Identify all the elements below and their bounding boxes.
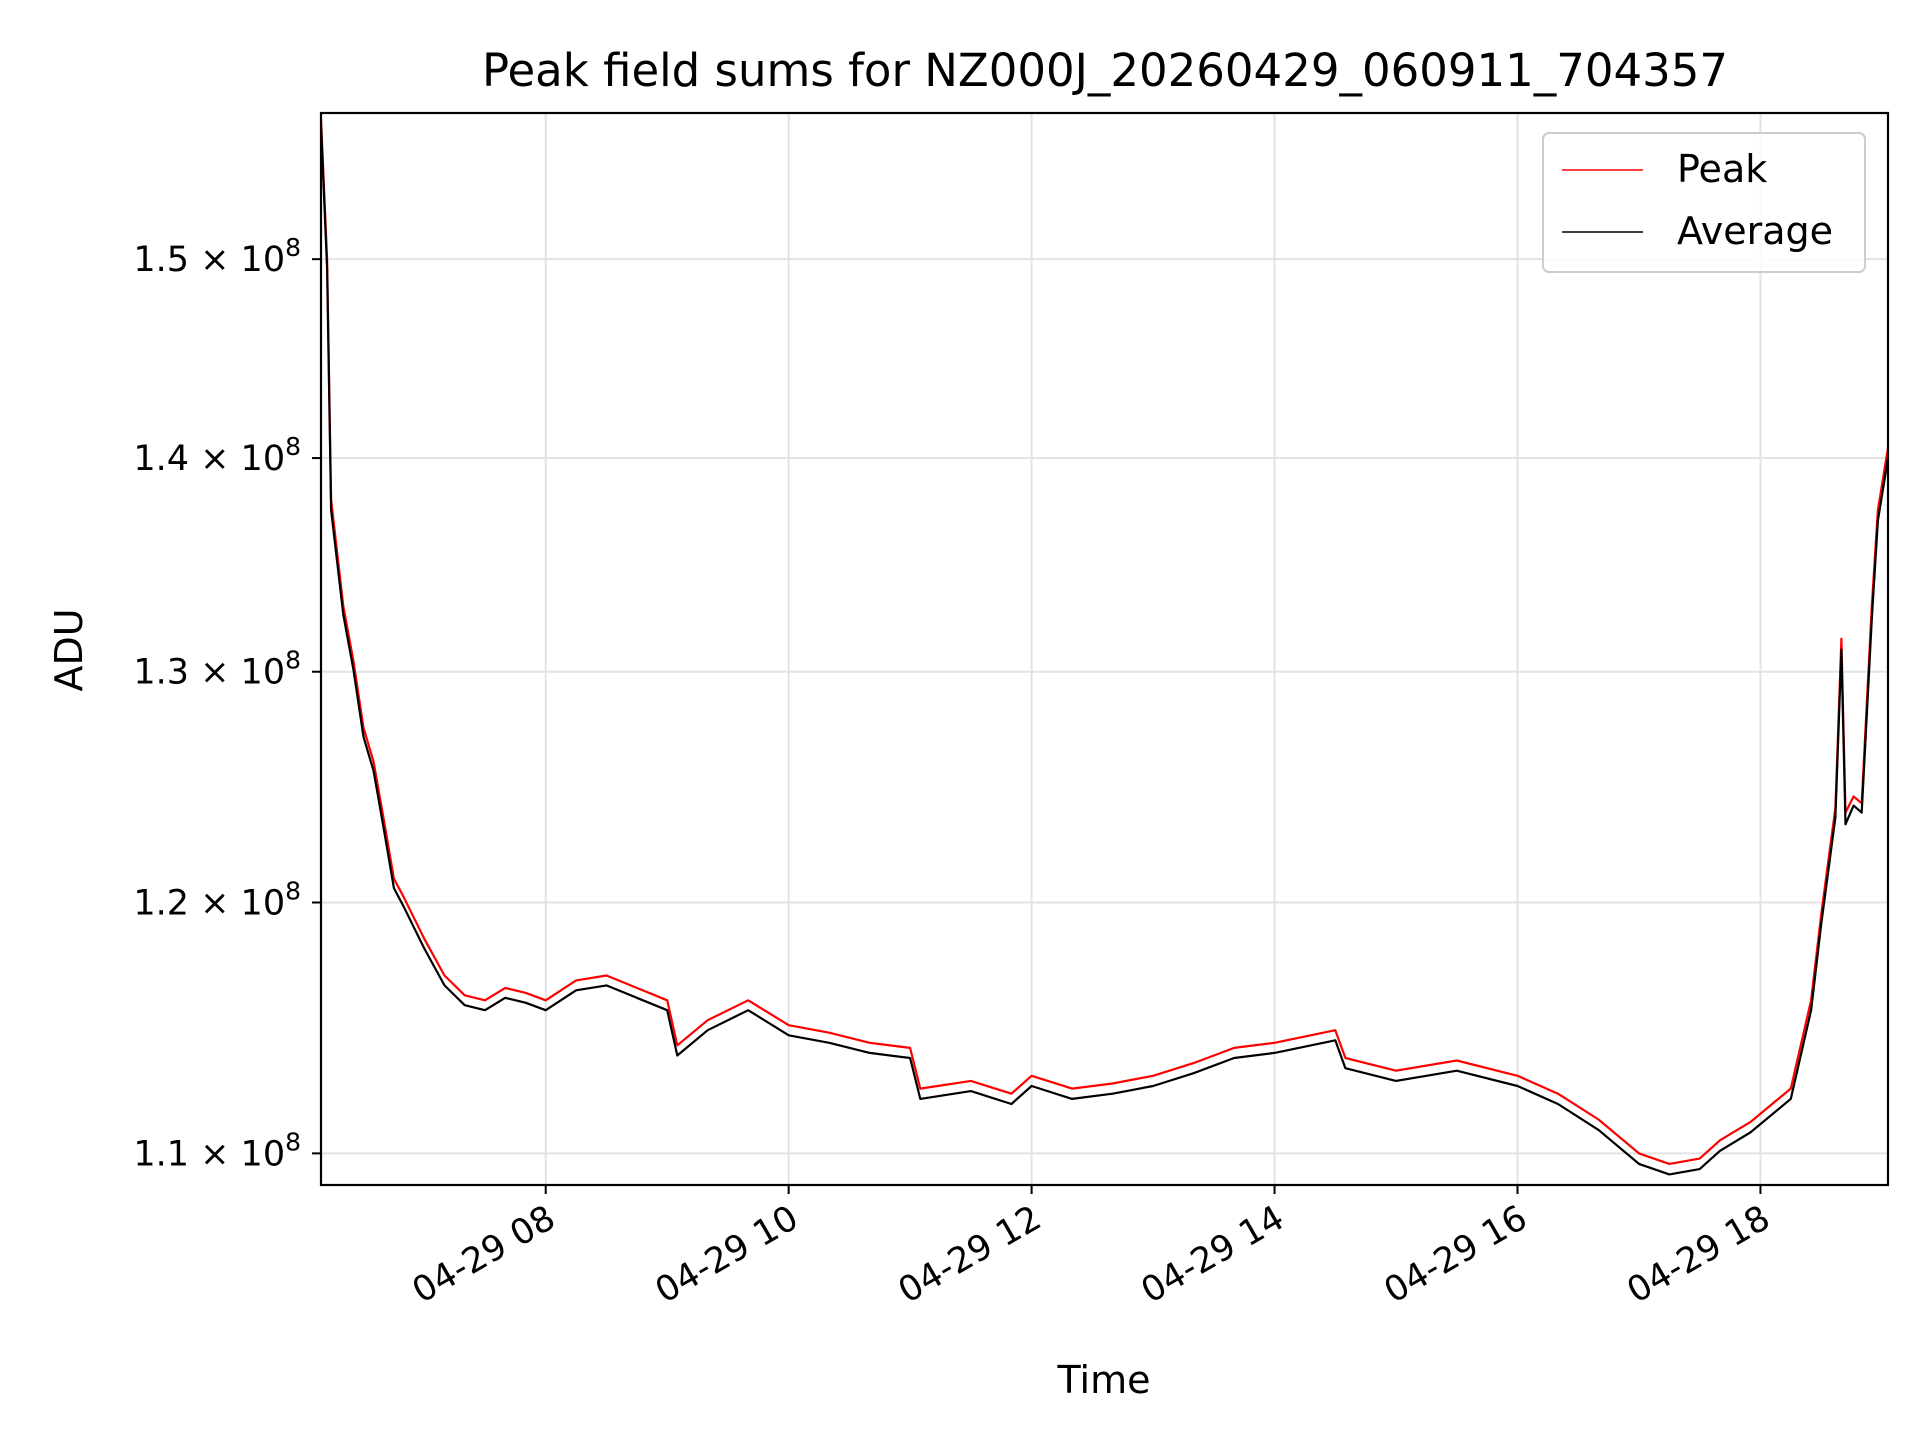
x-axis-title: Time xyxy=(1057,1358,1151,1402)
y-tick-label: 1.3 × 108 xyxy=(133,646,301,693)
series-line-peak xyxy=(321,118,1888,1165)
y-tick-label: 1.1 × 108 xyxy=(133,1127,301,1174)
series-layer xyxy=(321,118,1888,1176)
grid xyxy=(321,113,1888,1185)
y-tick-label: 1.2 × 108 xyxy=(133,877,301,924)
y-tick-label: 1.5 × 108 xyxy=(133,233,301,280)
series-line-average xyxy=(321,123,1888,1176)
chart-title: Peak field sums for NZ000J_20260429_0609… xyxy=(482,44,1728,97)
y-axis-title: ADU xyxy=(47,608,91,691)
y-tick-label: 1.4 × 108 xyxy=(133,432,301,479)
plot-area-frame xyxy=(319,111,1890,1187)
legend-label-average: Average xyxy=(1677,209,1833,253)
y-axis-ticks: 1.1 × 108 1.2 × 108 1.3 × 108 1.4 × 108 1.5 … xyxy=(133,233,321,1174)
legend-box xyxy=(1542,132,1866,273)
legend: Peak Average xyxy=(1542,132,1866,273)
legend-label-peak: Peak xyxy=(1677,147,1767,191)
